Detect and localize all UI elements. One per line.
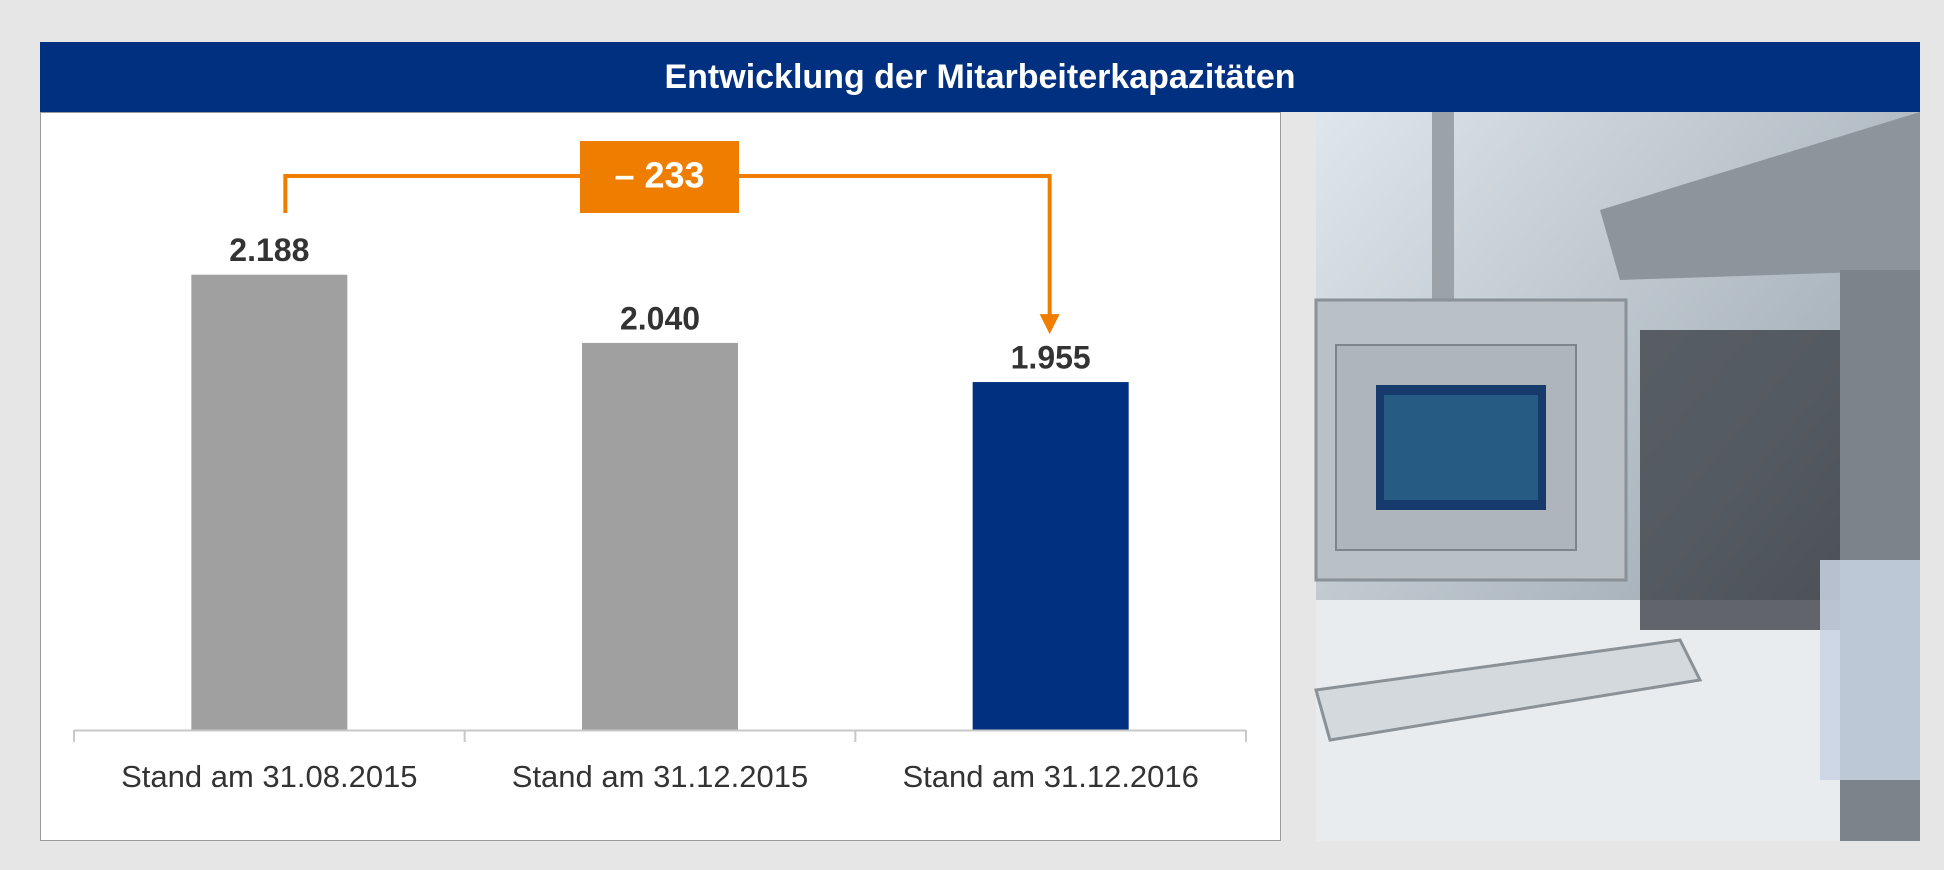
bar bbox=[973, 382, 1129, 730]
page: {"chart_data": {"type": "bar", "title": … bbox=[0, 0, 1944, 870]
value-label: 2.188 bbox=[229, 232, 309, 268]
bar bbox=[582, 343, 738, 730]
photo bbox=[1316, 112, 1920, 841]
x-tick-label: Stand am 31.12.2015 bbox=[512, 759, 808, 794]
x-tick-label: Stand am 31.08.2015 bbox=[121, 759, 417, 794]
change-label: – 233 bbox=[614, 155, 704, 196]
chart: Entwicklung der Mitarbeiterkapazitäten 2… bbox=[0, 0, 1944, 865]
value-label: 1.955 bbox=[1011, 340, 1091, 376]
value-label: 2.040 bbox=[620, 300, 700, 336]
x-tick-label: Stand am 31.12.2016 bbox=[902, 759, 1198, 794]
bar bbox=[191, 275, 347, 730]
chart-title: Entwicklung der Mitarbeiterkapazitäten bbox=[664, 58, 1295, 96]
